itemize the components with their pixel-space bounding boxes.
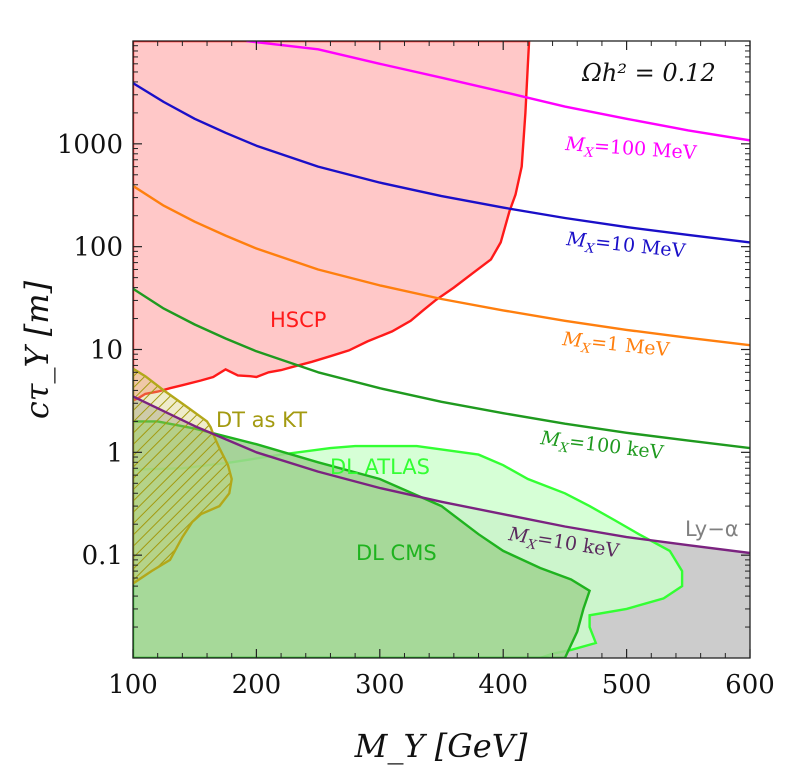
- series-line-4: [133, 395, 750, 555]
- x-tick-label: 200: [232, 670, 282, 700]
- x-tick-label: 500: [602, 670, 652, 700]
- x-tick-label: 100: [108, 670, 158, 700]
- label-mx-1mev-value: =1 MeV: [590, 331, 671, 361]
- x-tick-label: 400: [478, 670, 528, 700]
- y-tick-label: 10: [90, 336, 123, 366]
- svg-text:MX=100 MeV: MX=100 MeV: [563, 133, 697, 168]
- ticks-layer: 100 200 300 400 500 600 0.1 1 10 100 1000: [57, 41, 775, 700]
- x-tick-label: 300: [355, 670, 405, 700]
- label-mx-100kev: MX=100 keV: [538, 427, 665, 468]
- curves-layer: [133, 41, 750, 555]
- label-mx-10mev: MX=10 MeV: [564, 228, 687, 266]
- label-mx-100mev-value: =100 MeV: [593, 135, 697, 164]
- region-hscp: [133, 41, 531, 402]
- label-dl-cms: DL CMS: [356, 541, 437, 565]
- series-line-0: [246, 41, 750, 142]
- series-line-3: [133, 287, 750, 450]
- svg-text:MX=10 MeV: MX=10 MeV: [564, 228, 687, 266]
- label-dl-atlas: DL ATLAS: [330, 455, 430, 479]
- region-dt-as-kt: [133, 367, 233, 585]
- y-axis-title: cτ_Y [m]: [18, 280, 56, 419]
- x-axis-title: M_Y [GeV]: [354, 727, 528, 765]
- label-mx-100mev: MX=100 MeV: [563, 133, 698, 168]
- y-tick-label: 1: [106, 438, 123, 468]
- y-tick-label: 1000: [57, 130, 123, 160]
- regions-layer: [133, 41, 750, 658]
- x-tick-label: 600: [725, 670, 775, 700]
- svg-text:MX=100 keV: MX=100 keV: [538, 427, 665, 468]
- series-line-2: [133, 184, 750, 347]
- series-line-1: [133, 82, 750, 244]
- label-hscp: HSCP: [270, 308, 326, 332]
- y-tick-label: 0.1: [82, 541, 123, 571]
- label-dt-as-kt: DT as KT: [216, 408, 307, 432]
- y-tick-label: 100: [73, 233, 123, 263]
- region-dl-cms: [133, 420, 592, 658]
- label-ly-alpha: Ly−α: [685, 517, 739, 541]
- annotation-omega: Ωh² = 0.12: [581, 59, 716, 87]
- label-mx-10mev-value: =10 MeV: [594, 231, 687, 262]
